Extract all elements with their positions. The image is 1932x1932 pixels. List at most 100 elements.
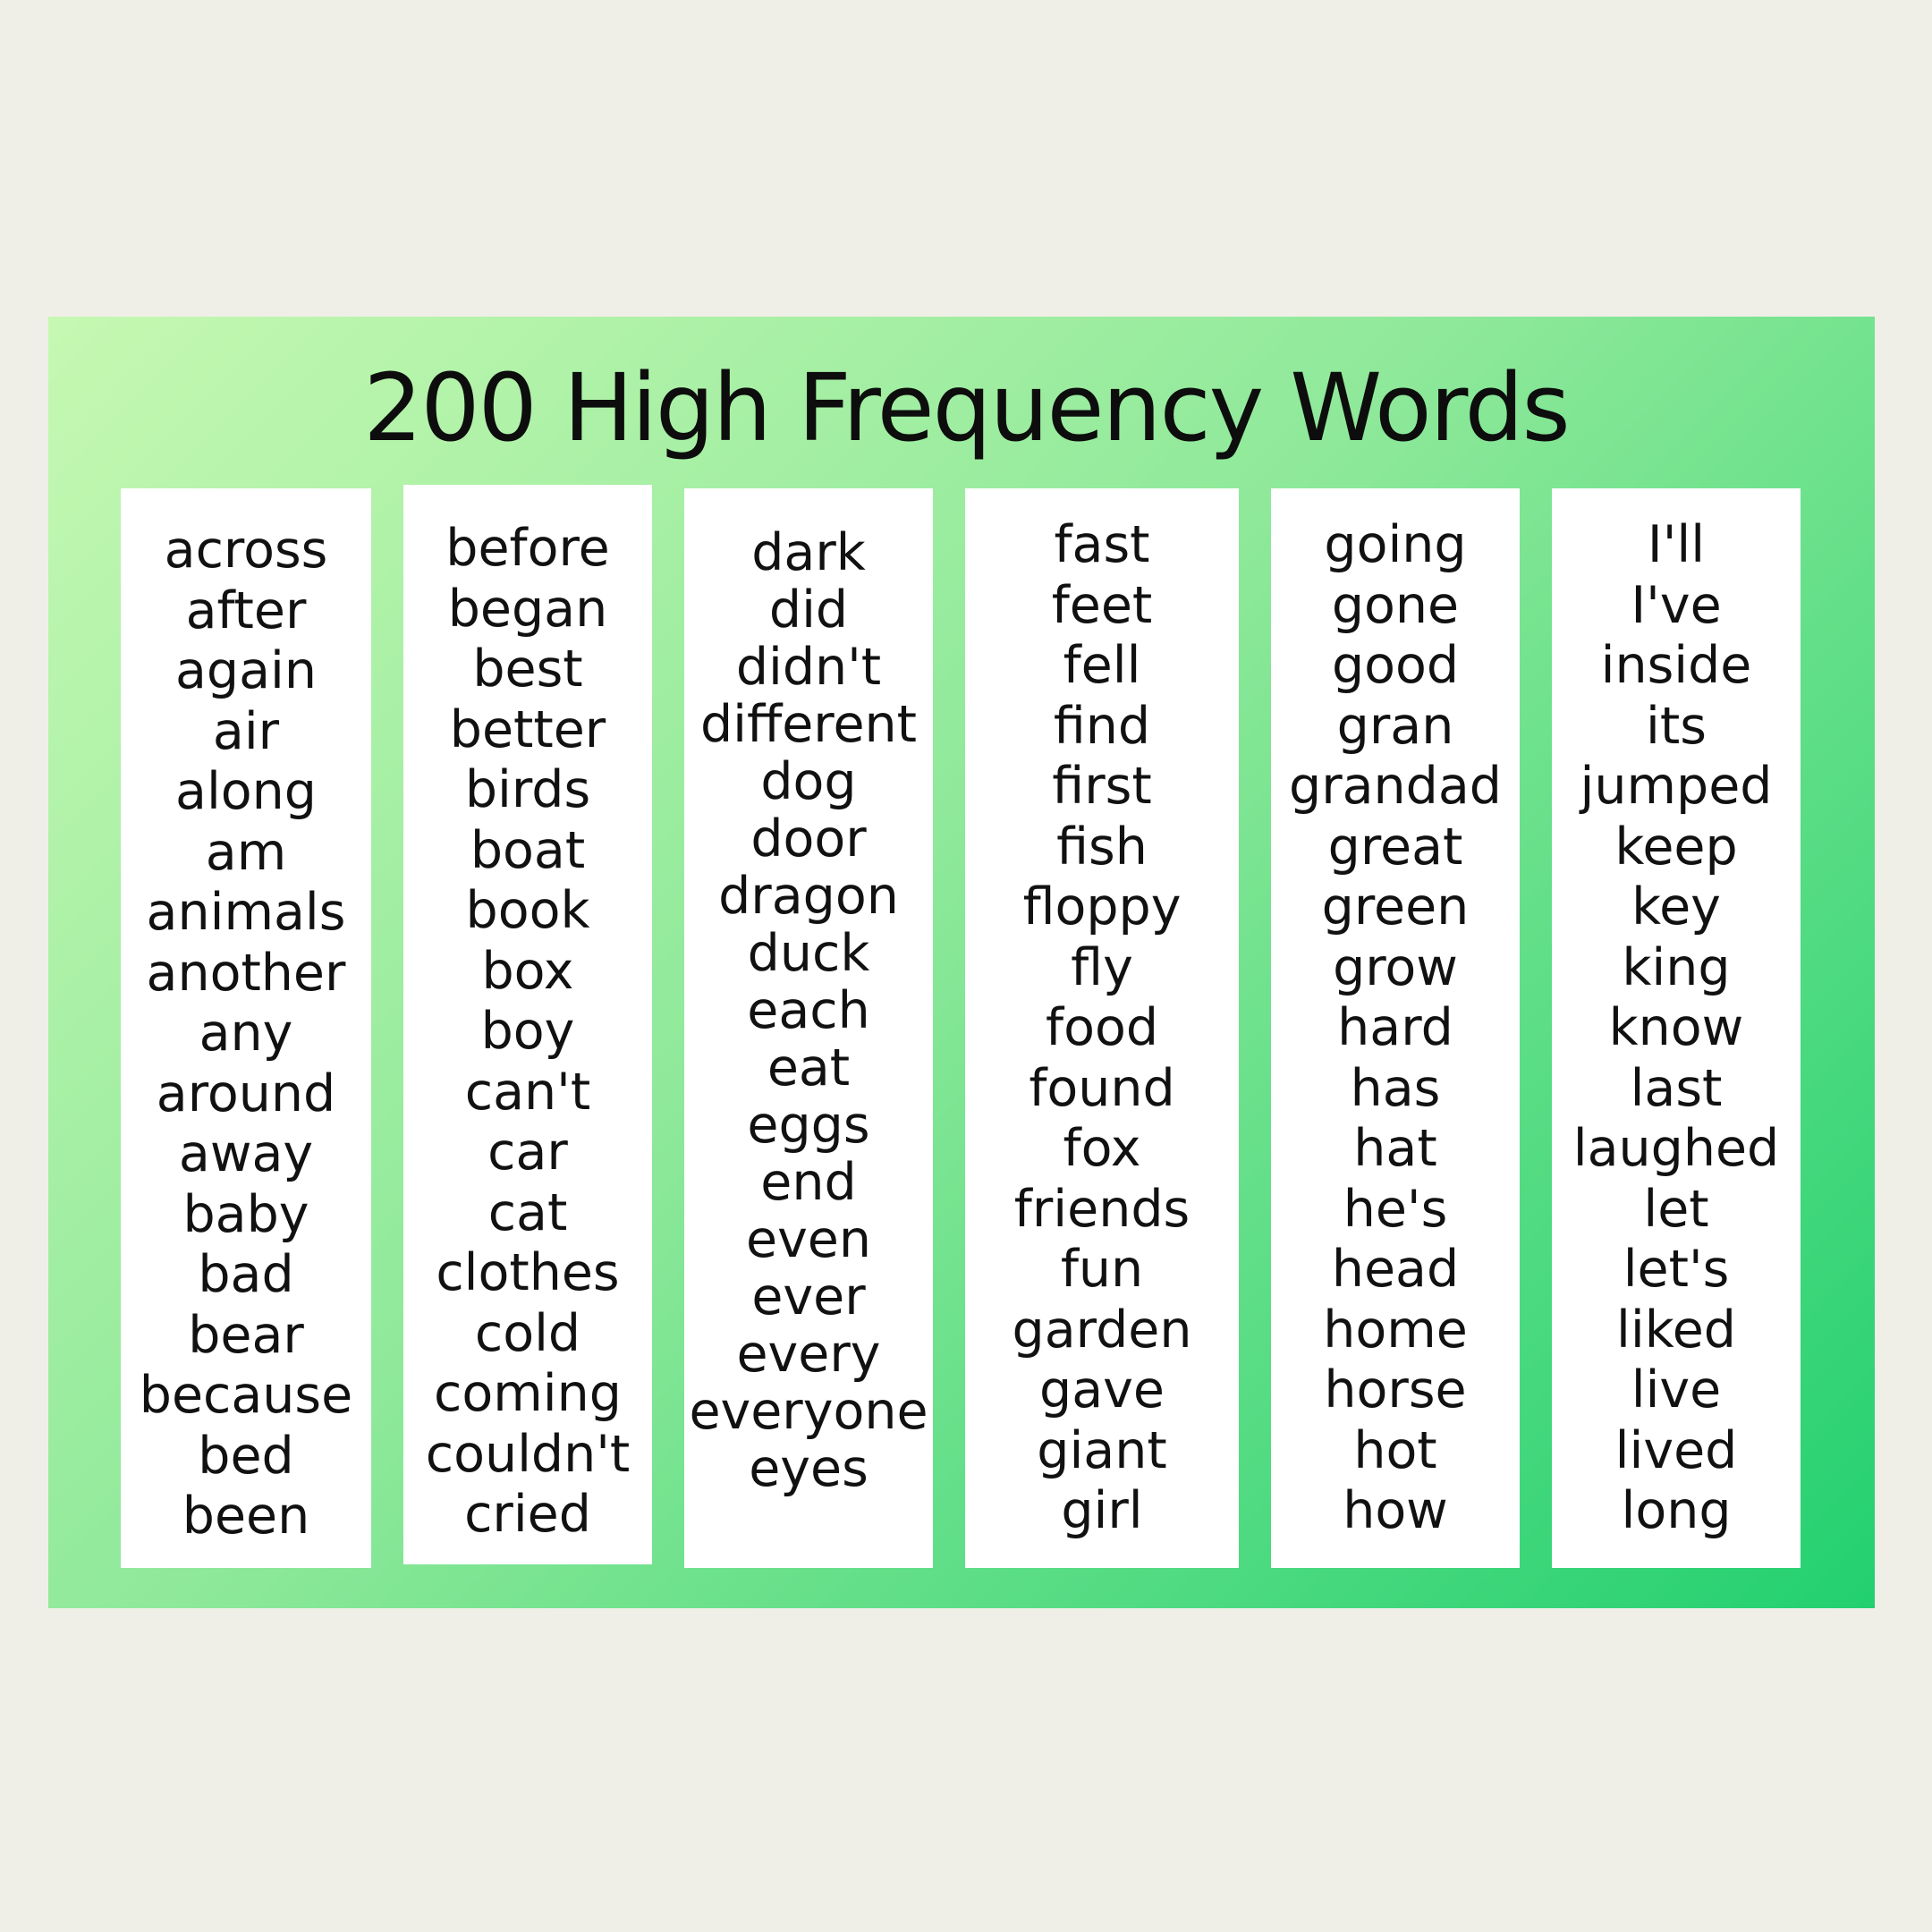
word-item: laughed [1572,1119,1780,1178]
word-item: head [1331,1240,1460,1299]
word-item: cold [474,1303,581,1363]
word-item: horse [1324,1360,1467,1419]
word-item: I'll [1647,515,1706,574]
word-item: girl [1061,1481,1143,1540]
word-item: did [768,580,849,640]
word-item: didn't [735,638,882,697]
word-item: bad [198,1245,294,1304]
word-item: animals [146,883,346,942]
word-item: cat [487,1182,568,1242]
word-item: gone [1331,575,1460,635]
word-item: floppy [1022,877,1182,936]
word-item: dragon [718,867,899,926]
word-column-3: dark did didn't different dog door dragon duck e… [684,488,933,1568]
word-item: dark [751,523,866,582]
word-item: find [1053,696,1151,756]
word-item: duck [747,924,870,983]
word-item: home [1323,1300,1468,1360]
page-title: 200 High Frequency Words [363,353,1570,462]
word-item: friends [1013,1179,1191,1239]
word-item: door [750,809,867,869]
word-item: cried [464,1485,591,1544]
word-item: he's [1343,1179,1448,1239]
word-item: clothes [436,1243,620,1302]
word-item: let [1643,1179,1709,1239]
word-item: ever [751,1267,866,1326]
word-item: different [699,695,918,754]
word-item: couldn't [425,1424,631,1484]
word-item: hot [1353,1420,1437,1480]
word-item: great [1327,817,1463,877]
word-item: eggs [747,1096,870,1155]
word-item: king [1622,937,1731,997]
word-item: before [445,519,610,578]
word-column-4: fast feet fell find first fish floppy fly food fo… [965,488,1239,1568]
word-item: jumped [1580,757,1773,816]
word-item: coming [434,1364,622,1423]
word-column-1: across after again air along am animals another… [121,488,371,1568]
word-item: again [174,641,317,700]
word-item: grow [1333,937,1458,997]
word-list: across after again air along am animals another… [121,521,371,1547]
word-item: fly [1071,937,1133,997]
word-item: bed [198,1426,294,1486]
word-column-2: before began best better birds boat book box boy… [403,485,652,1564]
word-list: fast feet fell find first fish floppy fly food fo… [965,515,1239,1542]
word-list: before began best better birds boat book box boy… [403,519,652,1546]
word-item: everyone [689,1382,928,1441]
word-item: can't [464,1062,591,1122]
word-item: food [1046,998,1158,1057]
word-item: long [1621,1481,1732,1540]
word-item: eat [767,1038,851,1097]
word-item: along [175,762,317,821]
word-item: away [178,1124,314,1183]
word-item: across [164,521,328,580]
word-item: feet [1051,575,1153,635]
word-item: last [1630,1058,1723,1118]
word-item: hard [1337,998,1453,1057]
word-item: live [1631,1360,1722,1419]
word-item: keep [1614,817,1738,877]
word-item: fun [1060,1240,1144,1299]
word-item: boat [470,820,586,880]
word-item: been [182,1487,310,1546]
word-item: found [1029,1058,1175,1118]
word-item: first [1052,757,1152,816]
word-item: book [465,881,590,940]
word-item: another [146,943,346,1003]
word-item: am [205,822,287,882]
word-item: around [156,1063,336,1123]
word-item: lived [1614,1420,1738,1480]
word-item: after [185,580,307,640]
word-item: grandad [1289,757,1502,816]
word-item: box [481,941,574,1001]
word-list: going gone good gran grandad great green grow ha… [1271,515,1520,1542]
word-item: I've [1631,575,1722,635]
word-item: know [1608,998,1744,1057]
word-item: car [487,1123,568,1182]
word-item: garden [1012,1300,1192,1360]
word-column-6: I'll I've inside its jumped keep key king know la… [1552,488,1801,1568]
word-column-5: going gone good gran grandad great green grow ha… [1271,488,1520,1568]
word-item: liked [1616,1300,1736,1360]
word-item: fish [1056,817,1148,877]
word-item: fox [1063,1119,1141,1178]
word-item: giant [1037,1420,1167,1480]
word-list: dark did didn't different dog door dragon duck e… [684,524,933,1497]
word-item: even [746,1210,871,1269]
word-item: inside [1600,636,1752,695]
word-item: fell [1063,636,1141,695]
word-item: let's [1623,1240,1730,1299]
word-item: has [1350,1058,1441,1118]
word-item: because [139,1366,353,1425]
word-item: boy [480,1002,575,1061]
word-item: eyes [749,1439,869,1498]
word-item: baby [182,1184,309,1244]
word-item: green [1321,877,1470,936]
word-item: fast [1054,515,1150,574]
word-item: each [747,981,870,1040]
word-item: hat [1353,1119,1437,1178]
word-list: I'll I've inside its jumped keep key king know la… [1552,515,1801,1542]
word-item: better [449,699,606,759]
word-item: every [736,1325,881,1384]
